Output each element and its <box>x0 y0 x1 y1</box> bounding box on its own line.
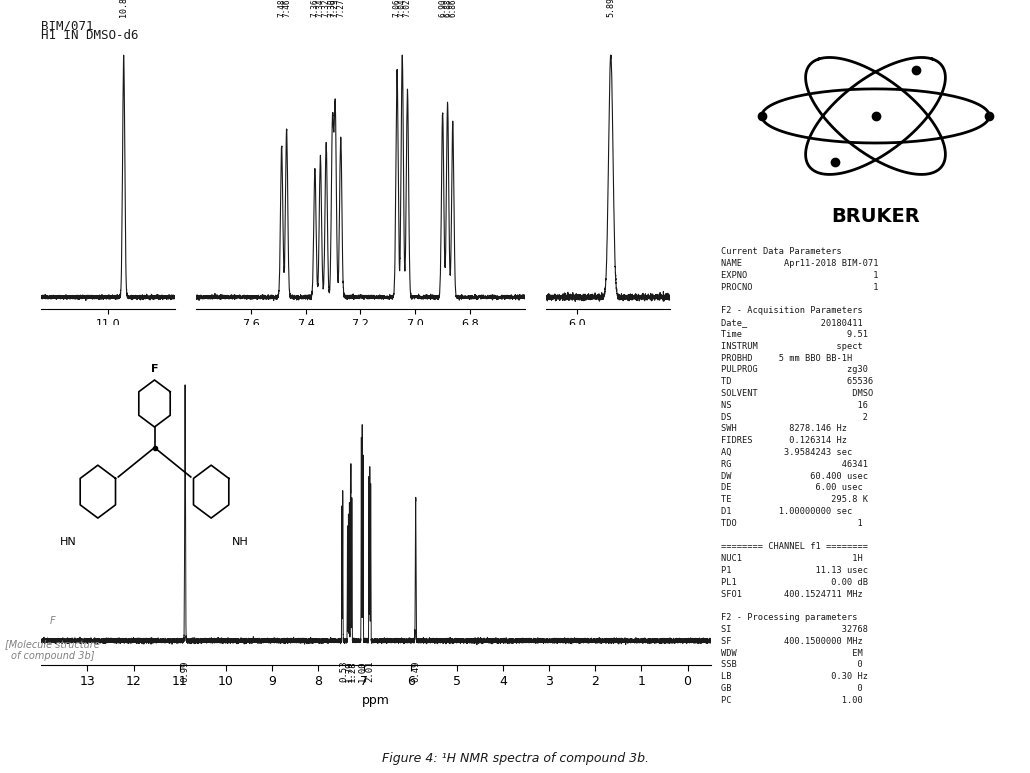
Text: 6.901: 6.901 <box>438 0 447 17</box>
Text: 7.325: 7.325 <box>321 0 331 17</box>
Text: 7.346: 7.346 <box>316 0 324 17</box>
Text: F

[Molecule structure
of compound 3b]: F [Molecule structure of compound 3b] <box>5 616 100 661</box>
Text: BIM/071: BIM/071 <box>41 19 94 32</box>
Text: 0.99: 0.99 <box>119 332 128 350</box>
Text: 1.28: 1.28 <box>347 660 356 682</box>
Text: 7.469: 7.469 <box>282 0 291 17</box>
X-axis label: ppm: ppm <box>96 330 121 340</box>
X-axis label: ppm: ppm <box>595 330 620 340</box>
Text: 7.302: 7.302 <box>328 0 337 17</box>
Text: 7.366: 7.366 <box>310 0 319 17</box>
Text: 7.487: 7.487 <box>277 0 286 17</box>
Text: 6.864: 6.864 <box>448 0 457 17</box>
Text: 0.49: 0.49 <box>411 660 420 682</box>
Text: Figure 4: ¹H NMR spectra of compound 3b.: Figure 4: ¹H NMR spectra of compound 3b. <box>381 752 649 765</box>
Text: 1.00: 1.00 <box>357 660 367 682</box>
Text: HN: HN <box>60 536 77 547</box>
Text: 0.99: 0.99 <box>180 660 190 682</box>
Text: 0.53: 0.53 <box>279 332 288 350</box>
Text: BRUKER: BRUKER <box>831 207 920 226</box>
Text: 7.048: 7.048 <box>398 0 407 17</box>
Text: 7.272: 7.272 <box>336 0 345 17</box>
Text: 2.01: 2.01 <box>444 332 453 350</box>
Text: 1.28: 1.28 <box>334 332 343 350</box>
Text: 5.890: 5.890 <box>607 0 615 17</box>
Text: Current Data Parameters
NAME        Apr11-2018 BIM-071
EXPNO                    : Current Data Parameters NAME Apr11-2018 … <box>721 247 879 705</box>
Text: F: F <box>150 364 159 374</box>
Text: 1.00: 1.00 <box>398 332 406 350</box>
Text: 1.79: 1.79 <box>317 332 327 350</box>
Text: 7.067: 7.067 <box>392 0 402 17</box>
Text: 2.01: 2.01 <box>366 660 375 682</box>
Text: 7.292: 7.292 <box>331 0 340 17</box>
Text: 1.79: 1.79 <box>345 660 354 682</box>
Text: 7.029: 7.029 <box>403 0 412 17</box>
X-axis label: ppm: ppm <box>348 330 373 340</box>
X-axis label: ppm: ppm <box>362 693 390 707</box>
Text: 10.884: 10.884 <box>119 0 128 17</box>
Text: H1 IN DMSO-d6: H1 IN DMSO-d6 <box>41 29 139 43</box>
Text: 6.883: 6.883 <box>443 0 452 17</box>
Text: NH: NH <box>232 536 249 547</box>
Text: 0.49: 0.49 <box>607 332 615 350</box>
Text: 0.53: 0.53 <box>339 660 348 682</box>
